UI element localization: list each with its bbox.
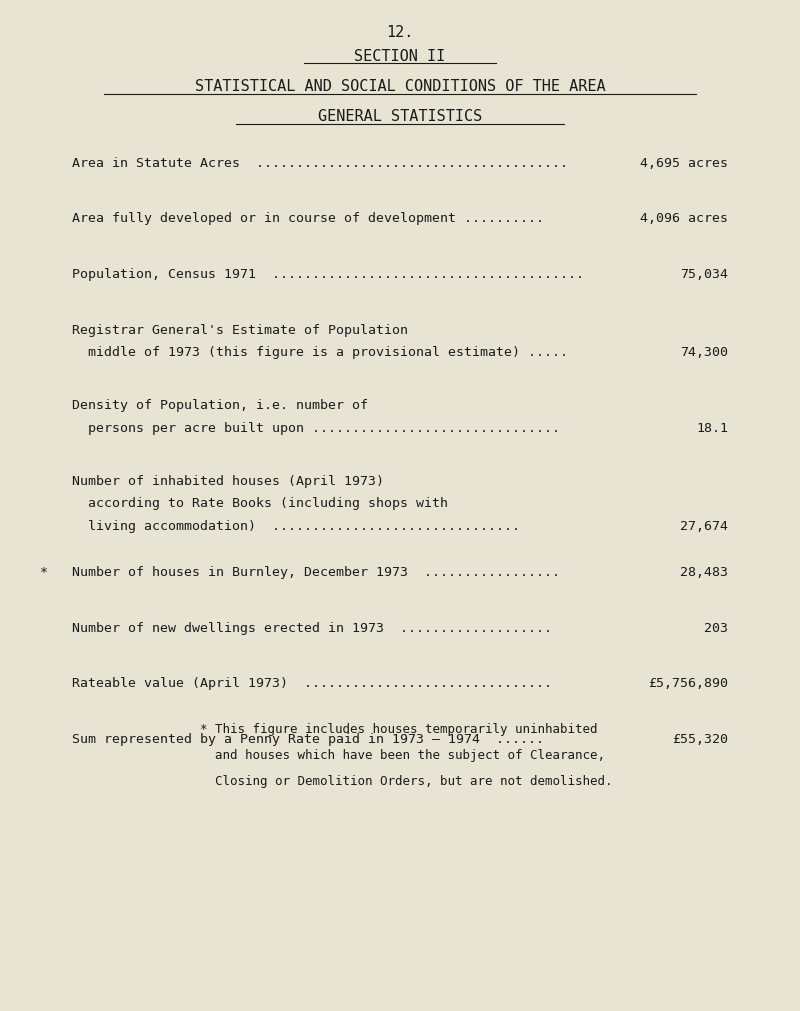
Text: 74,300: 74,300 xyxy=(680,346,728,359)
Text: 12.: 12. xyxy=(386,25,414,40)
Text: Sum represented by a Penny Rate paid in 1973 – 1974  ......: Sum represented by a Penny Rate paid in … xyxy=(72,733,544,746)
Text: £5,756,890: £5,756,890 xyxy=(648,677,728,691)
Text: Area fully developed or in course of development ..........: Area fully developed or in course of dev… xyxy=(72,212,544,225)
Text: persons per acre built upon ...............................: persons per acre built upon ............… xyxy=(72,422,560,435)
Text: and houses which have been the subject of Clearance,: and houses which have been the subject o… xyxy=(200,749,605,762)
Text: £55,320: £55,320 xyxy=(672,733,728,746)
Text: STATISTICAL AND SOCIAL CONDITIONS OF THE AREA: STATISTICAL AND SOCIAL CONDITIONS OF THE… xyxy=(194,79,606,94)
Text: according to Rate Books (including shops with: according to Rate Books (including shops… xyxy=(72,497,448,511)
Text: 18.1: 18.1 xyxy=(696,422,728,435)
Text: Closing or Demolition Orders, but are not demolished.: Closing or Demolition Orders, but are no… xyxy=(200,775,613,789)
Text: *: * xyxy=(40,566,48,579)
Text: 4,096 acres: 4,096 acres xyxy=(640,212,728,225)
Text: middle of 1973 (this figure is a provisional estimate) .....: middle of 1973 (this figure is a provisi… xyxy=(72,346,568,359)
Text: Area in Statute Acres  .......................................: Area in Statute Acres ..................… xyxy=(72,157,568,170)
Text: * This figure includes houses temporarily uninhabited: * This figure includes houses temporaril… xyxy=(200,723,598,736)
Text: SECTION II: SECTION II xyxy=(354,49,446,64)
Text: living accommodation)  ...............................: living accommodation) ..................… xyxy=(72,520,520,533)
Text: Number of inhabited houses (April 1973): Number of inhabited houses (April 1973) xyxy=(72,475,384,488)
Text: 75,034: 75,034 xyxy=(680,268,728,281)
Text: 28,483: 28,483 xyxy=(680,566,728,579)
Text: GENERAL STATISTICS: GENERAL STATISTICS xyxy=(318,109,482,124)
Text: Population, Census 1971  .......................................: Population, Census 1971 ................… xyxy=(72,268,584,281)
Text: 4,695 acres: 4,695 acres xyxy=(640,157,728,170)
Text: Number of houses in Burnley, December 1973  .................: Number of houses in Burnley, December 19… xyxy=(72,566,560,579)
Text: Registrar General's Estimate of Population: Registrar General's Estimate of Populati… xyxy=(72,324,408,337)
Text: 203: 203 xyxy=(704,622,728,635)
Text: Number of new dwellings erected in 1973  ...................: Number of new dwellings erected in 1973 … xyxy=(72,622,552,635)
Text: Density of Population, i.e. number of: Density of Population, i.e. number of xyxy=(72,399,368,412)
Text: 27,674: 27,674 xyxy=(680,520,728,533)
Text: Rateable value (April 1973)  ...............................: Rateable value (April 1973) ............… xyxy=(72,677,552,691)
